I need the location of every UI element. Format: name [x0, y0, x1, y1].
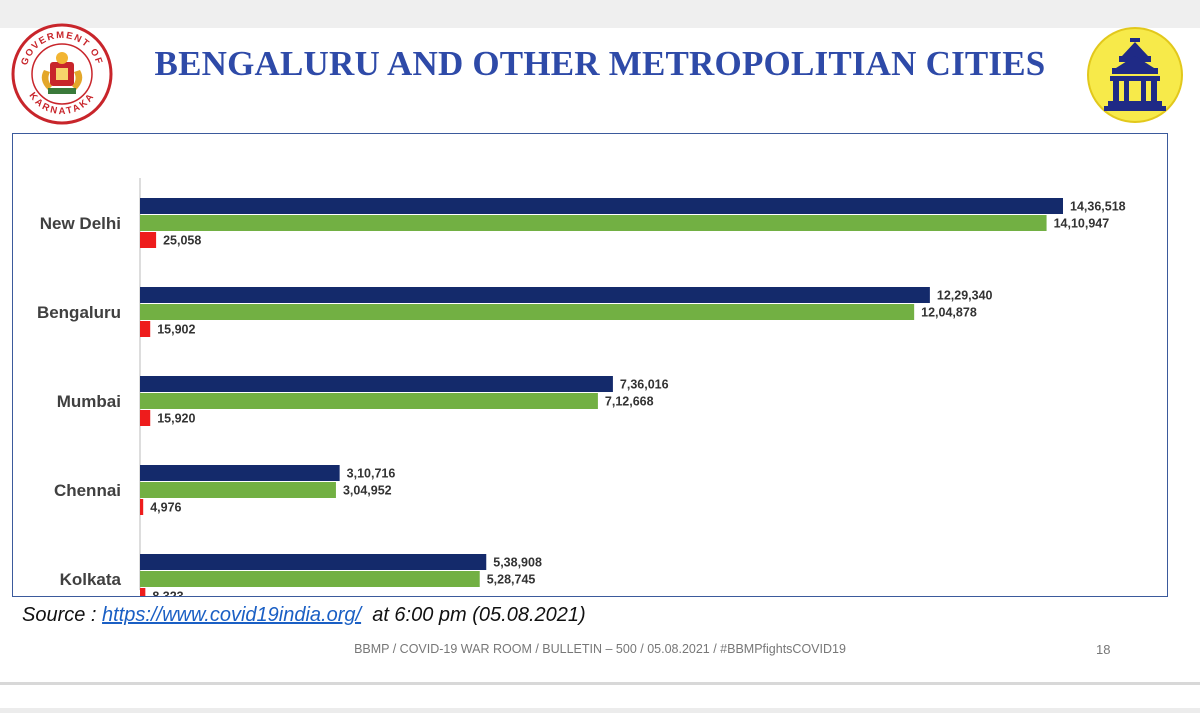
footer-text: BBMP / COVID-19 WAR ROOM / BULLETIN – 50… — [354, 642, 846, 656]
data-label-positive: 7,36,016 — [620, 378, 669, 392]
bar-death — [140, 232, 157, 248]
data-label-recovered: 3,04,952 — [343, 484, 392, 498]
slide-title: BENGALURU AND OTHER METROPOLITIAN CITIES — [154, 44, 1046, 83]
bar-recovered — [140, 393, 598, 409]
bar-death — [140, 499, 144, 515]
bar-chart: New Delhi 14,36,518 14,10,947 25,058 Bengalu… — [37, 178, 1126, 615]
karnataka-government-emblem-logo: GOVERMENT OF KARNATAKA — [11, 23, 113, 125]
data-label-positive: 3,10,716 — [347, 467, 396, 481]
data-label-recovered: 7,12,668 — [605, 395, 654, 409]
chart-frame: New Delhi 14,36,518 14,10,947 25,058 Bengalu… — [12, 133, 1168, 615]
category-label: New Delhi — [40, 214, 121, 233]
data-label-positive: 5,38,908 — [493, 556, 542, 570]
category-label: Chennai — [54, 481, 121, 500]
bar-recovered — [140, 482, 336, 498]
bottom-divider — [0, 682, 1200, 685]
data-label-positive: 14,36,518 — [1070, 200, 1126, 214]
window-top-bar — [0, 0, 1200, 29]
bar-recovered — [140, 215, 1047, 231]
source-prefix: Source : — [22, 604, 103, 626]
bar-death — [140, 321, 151, 337]
category-label: Mumbai — [57, 392, 121, 411]
source-link[interactable]: https://www.covid19india.org/ — [102, 604, 362, 626]
bar-positive — [140, 465, 340, 481]
bbmp-logo — [1087, 27, 1183, 123]
bar-recovered — [140, 571, 480, 587]
data-label-positive: 12,29,340 — [937, 289, 993, 303]
category-label: Kolkata — [60, 570, 122, 589]
bar-positive — [140, 287, 930, 303]
source-suffix: at 6:00 pm (05.08.2021) — [361, 604, 586, 626]
bar-positive — [140, 198, 1063, 214]
category-label: Bengaluru — [37, 303, 121, 322]
bar-death — [140, 410, 151, 426]
source-note: Source : https://www.covid19india.org/ a… — [22, 604, 586, 627]
data-label-recovered: 12,04,878 — [921, 306, 977, 320]
data-label-death: 15,920 — [157, 412, 195, 426]
page-number: 18 — [1096, 642, 1111, 657]
data-label-death: 25,058 — [163, 234, 201, 248]
bar-positive — [140, 376, 613, 392]
data-label-recovered: 5,28,745 — [487, 573, 536, 587]
data-label-death: 4,976 — [150, 501, 181, 515]
data-label-death: 15,902 — [157, 323, 195, 337]
data-label-recovered: 14,10,947 — [1054, 217, 1110, 231]
bar-positive — [140, 554, 487, 570]
bar-recovered — [140, 304, 915, 320]
data-label-death: 8,323 — [152, 590, 183, 597]
bar-death — [140, 588, 146, 604]
